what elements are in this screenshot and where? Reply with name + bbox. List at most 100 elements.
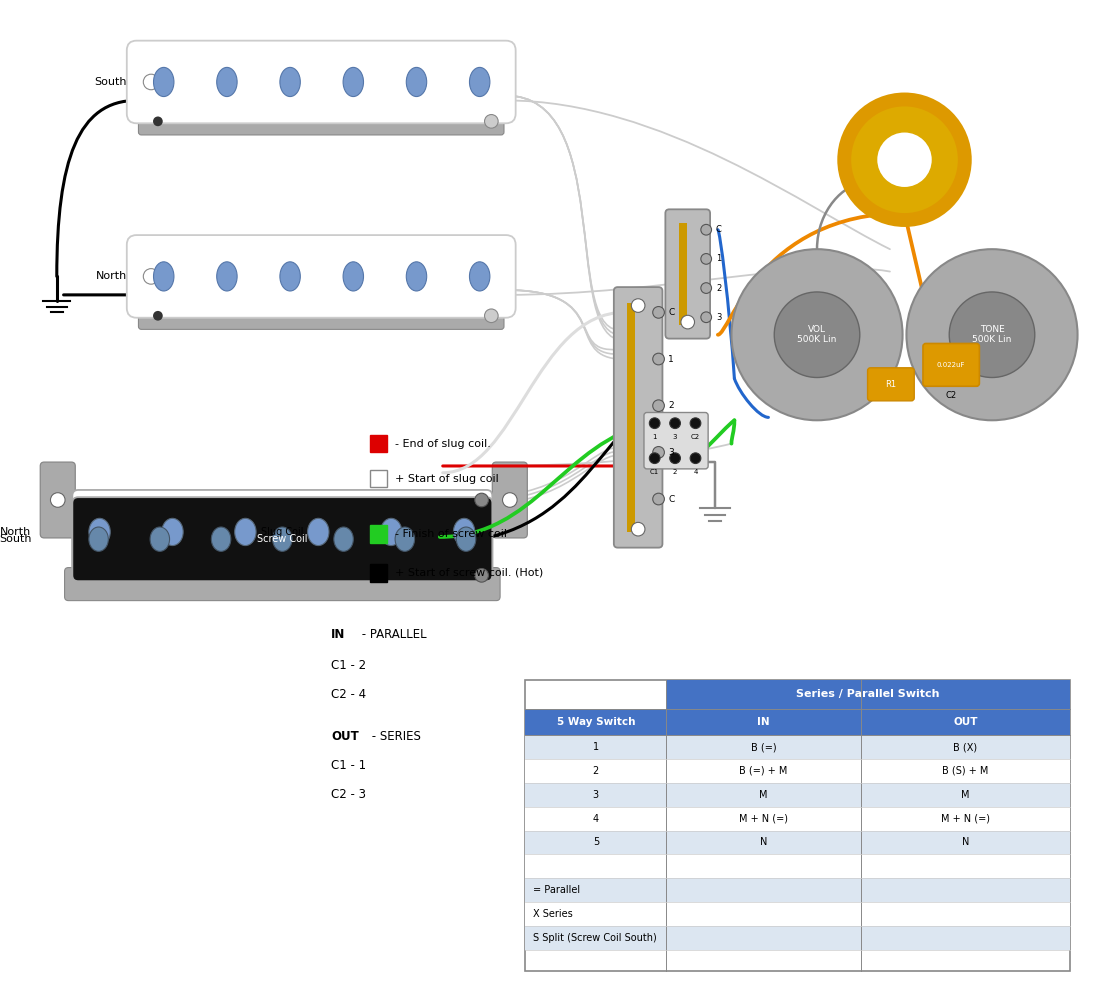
Text: - PARALLEL: - PARALLEL [358, 628, 427, 641]
Text: = Parallel: = Parallel [533, 885, 580, 895]
Circle shape [669, 453, 681, 464]
Text: 1: 1 [668, 355, 674, 364]
Text: IN: IN [331, 628, 346, 641]
Ellipse shape [406, 67, 427, 97]
Ellipse shape [153, 262, 173, 291]
Text: C2 - 3: C2 - 3 [331, 788, 366, 801]
Bar [370, 525, 387, 543]
Ellipse shape [469, 67, 490, 97]
Text: 3: 3 [668, 448, 674, 457]
Circle shape [649, 453, 661, 464]
FancyBboxPatch shape [665, 209, 711, 339]
Circle shape [877, 133, 932, 187]
Text: 1: 1 [653, 434, 657, 440]
Text: C2: C2 [691, 434, 701, 440]
Text: C2 - 4: C2 - 4 [331, 688, 366, 701]
Text: B (=): B (=) [751, 742, 776, 752]
Text: North: North [96, 271, 127, 281]
Text: M: M [961, 790, 970, 800]
Ellipse shape [308, 518, 329, 546]
Circle shape [681, 315, 695, 329]
Circle shape [485, 115, 498, 128]
Text: B (X): B (X) [953, 742, 977, 752]
Circle shape [50, 493, 66, 507]
FancyBboxPatch shape [127, 41, 516, 123]
FancyBboxPatch shape [40, 462, 76, 538]
Text: C: C [716, 225, 722, 234]
Text: + Start of screw coil. (Hot): + Start of screw coil. (Hot) [395, 568, 544, 578]
Circle shape [950, 292, 1035, 378]
Circle shape [153, 311, 162, 321]
FancyBboxPatch shape [644, 413, 708, 469]
Circle shape [649, 418, 661, 429]
Circle shape [632, 522, 645, 536]
Text: 2: 2 [673, 469, 677, 475]
Ellipse shape [89, 527, 108, 551]
Ellipse shape [272, 527, 292, 551]
Text: C2: C2 [945, 391, 956, 400]
Text: M: M [759, 790, 767, 800]
Ellipse shape [235, 518, 256, 546]
FancyBboxPatch shape [614, 287, 663, 548]
Ellipse shape [454, 518, 475, 546]
FancyBboxPatch shape [139, 108, 504, 135]
Text: VOL
500K Lin: VOL 500K Lin [797, 325, 836, 344]
FancyBboxPatch shape [64, 568, 500, 601]
Ellipse shape [161, 518, 183, 546]
Bar [525, 902, 1070, 926]
Circle shape [653, 447, 664, 458]
Text: S Split (Screw Coil South): S Split (Screw Coil South) [533, 933, 657, 943]
FancyBboxPatch shape [127, 235, 516, 318]
Text: Series / Parallel Switch: Series / Parallel Switch [796, 689, 940, 699]
Ellipse shape [344, 262, 364, 291]
FancyBboxPatch shape [72, 490, 493, 574]
Bar [370, 435, 387, 452]
Text: 5 Way Switch: 5 Way Switch [557, 717, 635, 727]
Ellipse shape [469, 262, 490, 291]
Ellipse shape [334, 527, 354, 551]
Text: C: C [668, 308, 675, 317]
Circle shape [774, 292, 860, 378]
Circle shape [653, 353, 664, 365]
Circle shape [143, 269, 159, 284]
Text: X Series: X Series [533, 909, 573, 919]
Ellipse shape [217, 67, 237, 97]
Text: M + N (=): M + N (=) [941, 814, 990, 824]
Bar [525, 878, 1070, 902]
Text: C1: C1 [651, 469, 659, 475]
FancyBboxPatch shape [867, 368, 914, 401]
Ellipse shape [217, 262, 237, 291]
Bar [370, 470, 387, 487]
Circle shape [701, 312, 712, 323]
Text: 2: 2 [668, 401, 674, 410]
Text: 5: 5 [593, 837, 599, 847]
Text: Slug Coil: Slug Coil [261, 527, 304, 537]
Circle shape [701, 283, 712, 293]
Circle shape [632, 299, 645, 312]
Ellipse shape [406, 262, 427, 291]
Text: 0.022uF: 0.022uF [937, 362, 965, 368]
Text: OUT: OUT [953, 717, 977, 727]
Circle shape [503, 493, 517, 507]
Circle shape [653, 307, 664, 318]
Text: 2: 2 [593, 766, 599, 776]
Circle shape [485, 309, 498, 323]
Bar [525, 831, 1070, 854]
Ellipse shape [395, 527, 415, 551]
FancyBboxPatch shape [493, 462, 527, 538]
Text: N: N [962, 837, 969, 847]
Text: C: C [668, 495, 675, 504]
Text: TONE
500K Lin: TONE 500K Lin [972, 325, 1012, 344]
Text: 3: 3 [593, 790, 599, 800]
Text: C1 - 2: C1 - 2 [331, 659, 366, 672]
Circle shape [844, 99, 965, 220]
Bar [525, 926, 1070, 950]
Text: OUT: OUT [331, 730, 359, 743]
Bar [666, 680, 1070, 709]
Circle shape [475, 493, 488, 507]
Text: - Finish of screw coil: - Finish of screw coil [395, 529, 507, 539]
Ellipse shape [280, 262, 300, 291]
Text: 1: 1 [593, 742, 599, 752]
Circle shape [669, 418, 681, 429]
Bar [525, 759, 1070, 783]
